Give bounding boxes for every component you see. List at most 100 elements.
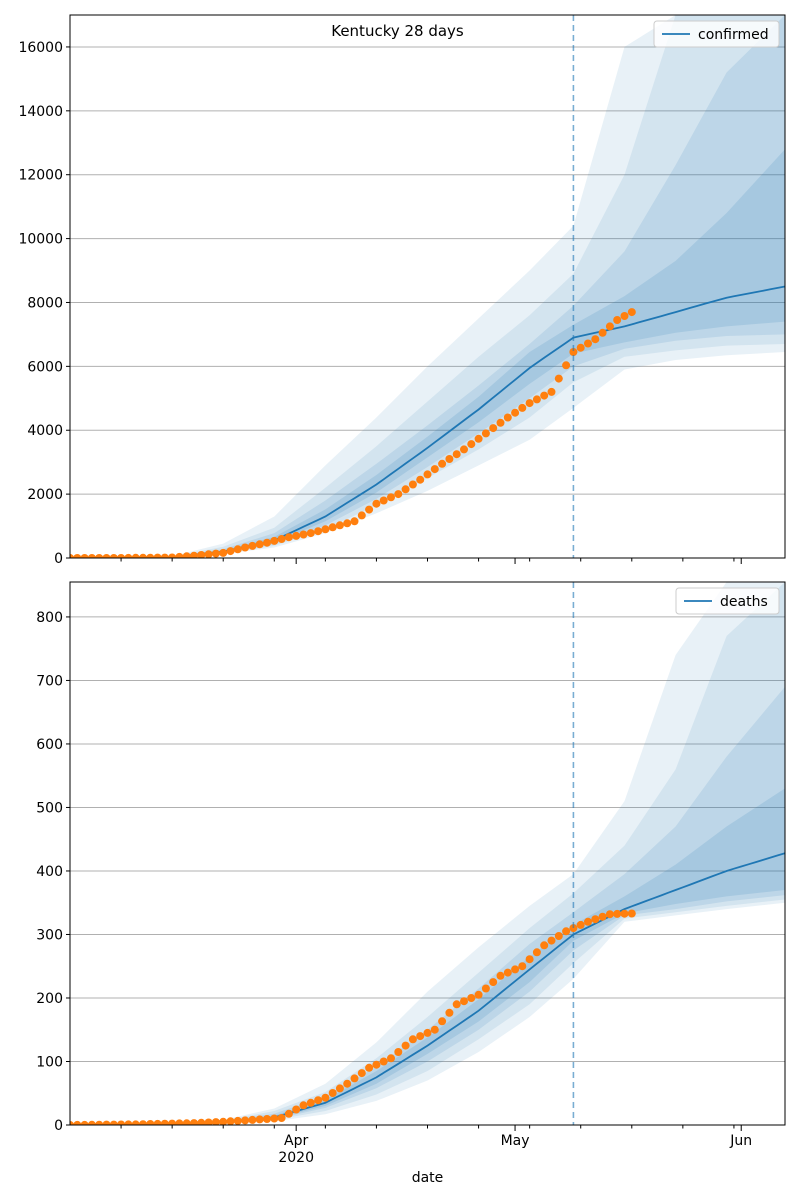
observed-point bbox=[474, 990, 483, 999]
observed-point bbox=[569, 348, 578, 356]
legend-label: deaths bbox=[720, 594, 768, 610]
observed-point bbox=[70, 554, 74, 558]
observed-point bbox=[489, 978, 498, 987]
y-tick-label: 200 bbox=[36, 991, 63, 1007]
x-tick-sublabel: 2020 bbox=[278, 1150, 314, 1166]
observed-point bbox=[197, 1118, 206, 1125]
observed-point bbox=[292, 531, 301, 540]
plot-area bbox=[70, 582, 785, 1125]
observed-point bbox=[401, 1041, 410, 1050]
y-tick-label: 400 bbox=[36, 864, 63, 880]
observed-point bbox=[314, 1096, 323, 1105]
observed-point bbox=[335, 521, 344, 530]
observed-point bbox=[248, 541, 257, 550]
legend: confirmed bbox=[653, 20, 780, 48]
observed-point bbox=[190, 1119, 198, 1125]
observed-point bbox=[182, 1119, 191, 1125]
y-tick-label: 14000 bbox=[18, 104, 63, 120]
observed-point bbox=[584, 339, 592, 348]
observed-point bbox=[540, 391, 549, 400]
observed-point bbox=[211, 1118, 220, 1125]
observed-point bbox=[357, 511, 366, 520]
observed-point bbox=[146, 553, 155, 558]
observed-point bbox=[328, 1089, 337, 1097]
y-tick-label: 0 bbox=[54, 1118, 63, 1134]
observed-point bbox=[532, 395, 541, 404]
observed-point bbox=[460, 445, 468, 454]
observed-point bbox=[569, 924, 578, 933]
observed-point bbox=[306, 1098, 315, 1107]
observed-point bbox=[467, 994, 476, 1002]
x-axis-label: date bbox=[412, 1170, 444, 1186]
observed-point bbox=[474, 434, 483, 443]
observed-point bbox=[160, 1119, 169, 1125]
plot-area bbox=[70, 15, 785, 558]
observed-point bbox=[109, 1120, 118, 1125]
observed-point bbox=[394, 1048, 403, 1056]
observed-point bbox=[554, 374, 563, 383]
observed-point bbox=[139, 553, 147, 558]
y-tick-label: 300 bbox=[36, 927, 63, 943]
observed-point bbox=[95, 1120, 104, 1125]
observed-point bbox=[277, 535, 286, 543]
y-tick-label: 600 bbox=[36, 737, 63, 753]
observed-point bbox=[197, 551, 206, 558]
observed-point bbox=[496, 971, 505, 980]
observed-point bbox=[591, 335, 600, 344]
observed-point bbox=[408, 1035, 417, 1044]
observed-point bbox=[343, 1079, 352, 1088]
observed-point bbox=[481, 429, 490, 438]
observed-point bbox=[379, 496, 388, 505]
observed-point bbox=[270, 1114, 279, 1123]
observed-point bbox=[438, 1017, 447, 1026]
observed-point bbox=[80, 554, 89, 558]
observed-point bbox=[562, 927, 571, 936]
observed-point bbox=[233, 1116, 242, 1125]
observed-point bbox=[226, 547, 235, 556]
observed-point bbox=[511, 965, 520, 974]
observed-point bbox=[80, 1120, 89, 1125]
uncertainty-band-2 bbox=[70, 15, 785, 558]
observed-point bbox=[139, 1120, 147, 1125]
uncertainty-band-1 bbox=[70, 582, 785, 1125]
observed-point bbox=[160, 553, 169, 558]
observed-point bbox=[423, 1028, 432, 1037]
observed-point bbox=[124, 553, 133, 558]
y-tick-label: 500 bbox=[36, 800, 63, 816]
observed-point bbox=[153, 1119, 162, 1125]
observed-point bbox=[423, 470, 432, 479]
observed-point bbox=[627, 909, 636, 918]
observed-point bbox=[328, 523, 337, 532]
observed-point bbox=[306, 529, 315, 538]
observed-point bbox=[489, 424, 498, 433]
observed-point bbox=[284, 533, 293, 542]
observed-point bbox=[452, 1000, 461, 1009]
observed-point bbox=[190, 551, 198, 558]
observed-point bbox=[401, 485, 410, 494]
observed-point bbox=[292, 1105, 301, 1114]
observed-point bbox=[605, 322, 614, 331]
observed-point bbox=[547, 387, 556, 396]
y-tick-label: 700 bbox=[36, 673, 63, 689]
observed-point bbox=[117, 1120, 126, 1125]
observed-point bbox=[452, 450, 461, 459]
observed-point bbox=[73, 1120, 82, 1125]
observed-point bbox=[255, 540, 264, 549]
observed-point bbox=[598, 328, 607, 337]
uncertainty-band-2 bbox=[70, 582, 785, 1125]
observed-point bbox=[416, 1032, 425, 1041]
observed-point bbox=[525, 399, 534, 408]
observed-point bbox=[117, 554, 126, 558]
observed-point bbox=[605, 910, 614, 919]
y-tick-label: 2000 bbox=[27, 487, 63, 503]
observed-point bbox=[102, 1120, 111, 1125]
observed-points bbox=[70, 909, 636, 1125]
observed-point bbox=[299, 1101, 308, 1110]
observed-points bbox=[70, 308, 636, 558]
observed-point bbox=[445, 1008, 454, 1017]
observed-point bbox=[387, 1054, 395, 1063]
observed-point bbox=[394, 490, 403, 499]
observed-point bbox=[233, 545, 242, 554]
observed-point bbox=[598, 912, 607, 921]
observed-point bbox=[518, 962, 527, 971]
